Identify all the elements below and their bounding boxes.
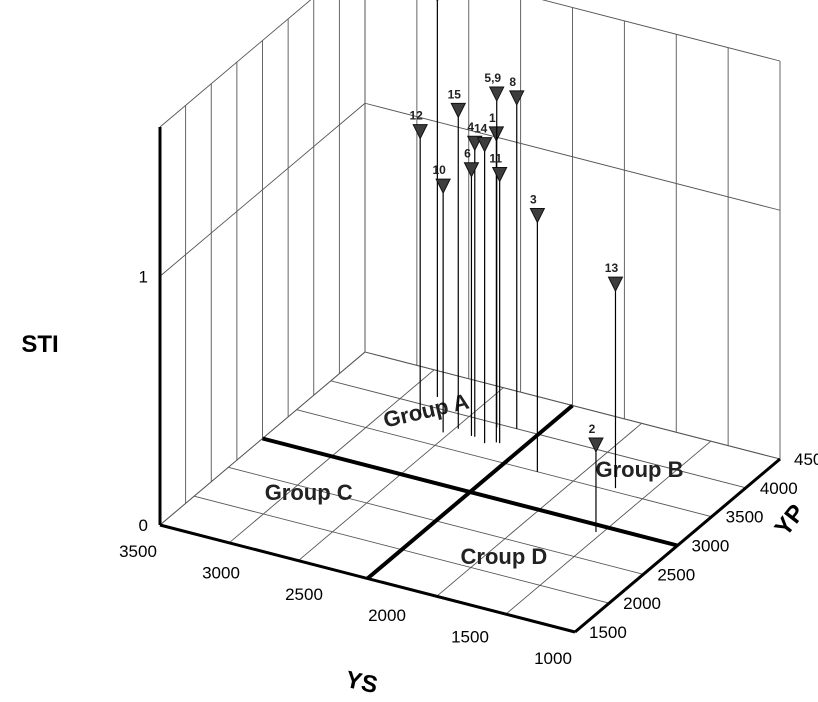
y-tick-label: 4000 — [760, 479, 798, 498]
x-tick-label: 1500 — [451, 628, 489, 647]
data-point-label: 5,9 — [484, 71, 501, 85]
data-point-label: 15 — [448, 87, 462, 101]
x-tick-label: 3500 — [119, 542, 157, 561]
group-c-label: Group C — [265, 480, 353, 505]
data-point-marker — [412, 124, 428, 140]
data-point-marker — [607, 276, 624, 293]
x-tick-label: 2000 — [368, 606, 406, 625]
data-point-marker — [588, 437, 604, 454]
data-point-label: 13 — [605, 261, 619, 275]
group-d-label: Croup D — [461, 544, 548, 569]
z-axis-title: STI — [21, 331, 58, 358]
data-point-label: 8 — [509, 75, 516, 89]
data-point-label: 6 — [464, 147, 471, 161]
data-point-label: 10 — [432, 163, 446, 177]
data-point-label: 11 — [489, 152, 502, 166]
y-tick-label: 2500 — [657, 565, 695, 584]
data-point-marker — [463, 162, 480, 178]
x-tick-label: 1000 — [534, 649, 572, 668]
y-tick-label: 3000 — [692, 537, 730, 556]
back-wall-level-line — [541, 0, 781, 62]
data-point-label: 14 — [474, 122, 488, 136]
data-point-label: 4 — [467, 120, 474, 134]
x-tick-label: 3000 — [202, 563, 240, 582]
y-tick-label: 1500 — [589, 623, 627, 642]
side-wall-level-line — [159, 0, 312, 128]
data-point-marker — [488, 86, 505, 103]
back-wall-level-line — [364, 102, 781, 211]
data-point-label: 2 — [589, 422, 596, 436]
y-tick-label: 2000 — [623, 594, 661, 613]
group-divider-line — [262, 436, 678, 548]
data-point-marker — [435, 178, 451, 195]
x-axis-title: YS — [343, 666, 380, 699]
z-tick-label: 0 — [139, 516, 148, 535]
x-tick-label: 2500 — [285, 585, 323, 604]
data-point-marker — [450, 102, 467, 119]
z-tick-label: 1 — [139, 267, 148, 286]
side-wall-level-line — [159, 102, 366, 277]
data-point-marker — [436, 0, 439, 3]
data-point-marker — [508, 90, 525, 107]
data-point-marker — [491, 167, 508, 183]
y-axis-title: YP — [770, 499, 811, 541]
data-point-marker — [529, 208, 546, 224]
data-point-label: 12 — [410, 109, 424, 123]
group-b-label: Group B — [596, 457, 684, 482]
data-point-label: 1 — [489, 111, 496, 125]
y-tick-label: 3500 — [726, 508, 764, 527]
data-point-marker — [476, 137, 493, 153]
data-point-label: 3 — [530, 193, 537, 207]
